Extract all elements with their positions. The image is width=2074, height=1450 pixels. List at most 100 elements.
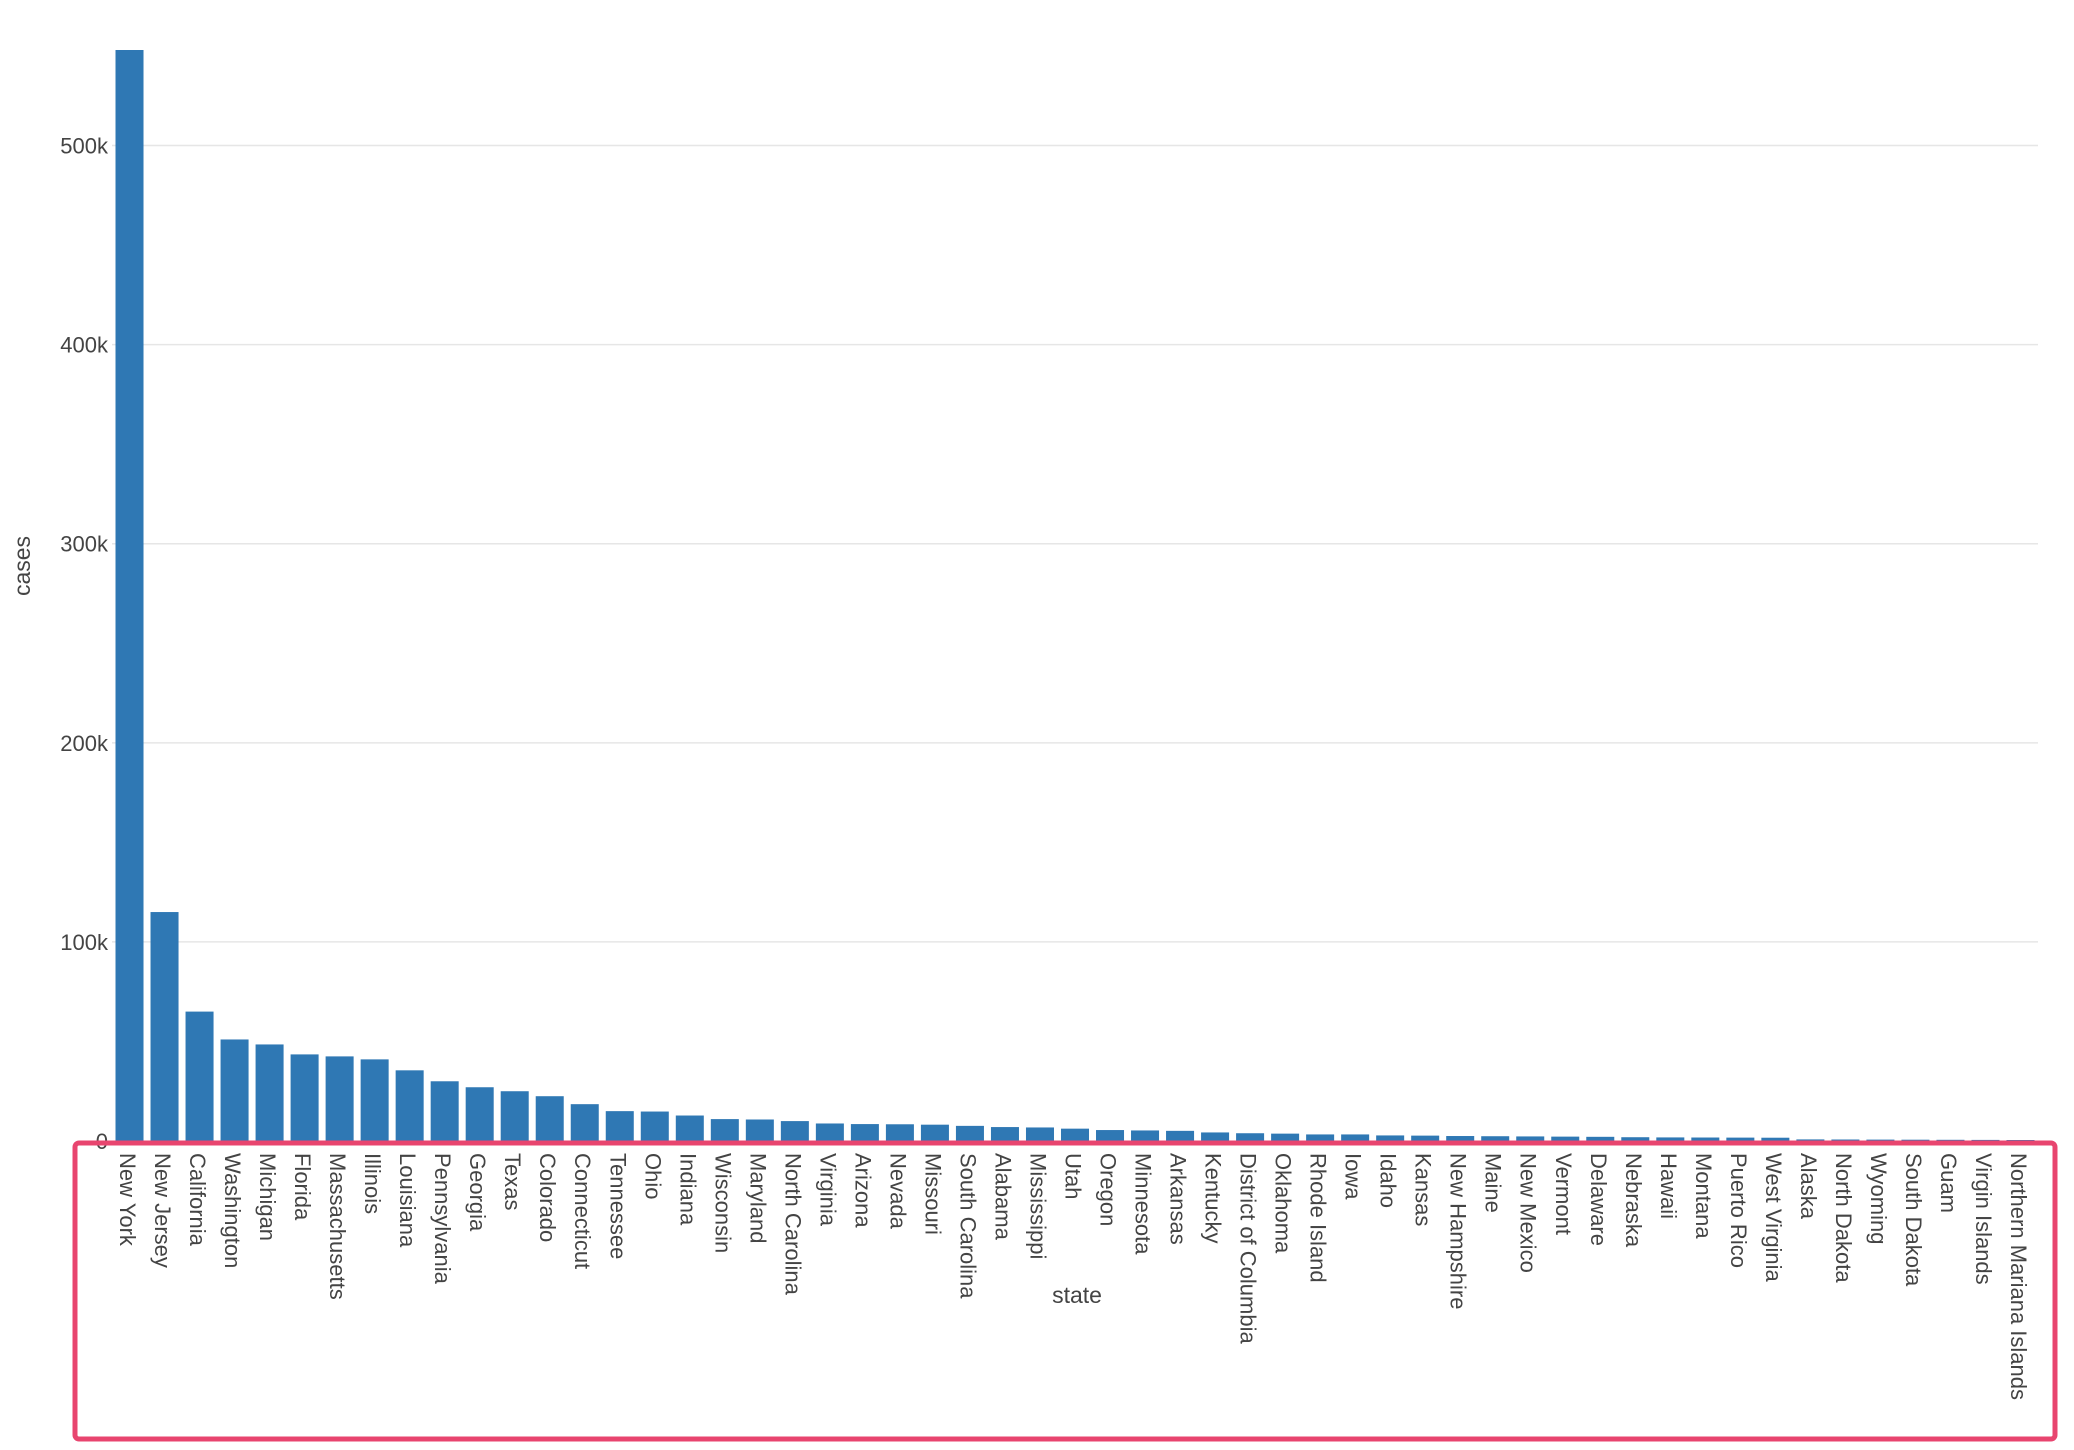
bar[interactable] — [150, 912, 179, 1141]
x-tick-label: Iowa — [1341, 1153, 1366, 1200]
x-tick-label: West Virginia — [1761, 1153, 1786, 1283]
bar[interactable] — [115, 50, 144, 1141]
x-axis-ticks: New York New Jersey California Washington Mi… — [115, 1153, 2031, 1400]
x-tick-label: Puerto Rico — [1726, 1153, 1751, 1268]
bar[interactable] — [1586, 1136, 1615, 1141]
x-tick-label: South Carolina — [955, 1153, 980, 1299]
x-tick-label: North Dakota — [1831, 1153, 1856, 1283]
x-tick-label: Delaware — [1586, 1153, 1611, 1246]
bar[interactable] — [1271, 1133, 1300, 1141]
bar[interactable] — [500, 1091, 529, 1141]
bar[interactable] — [465, 1087, 494, 1141]
x-tick-label: New Jersey — [150, 1153, 175, 1268]
bar[interactable] — [1831, 1139, 1860, 1141]
x-tick-label: Maryland — [745, 1153, 770, 1243]
x-tick-label: Mississippi — [1025, 1153, 1050, 1259]
bar[interactable] — [815, 1123, 844, 1141]
x-tick-label: Hawaii — [1656, 1153, 1681, 1219]
bar[interactable] — [780, 1121, 809, 1141]
bar[interactable] — [360, 1059, 389, 1141]
x-tick-label: New Hampshire — [1446, 1153, 1471, 1310]
bar[interactable] — [990, 1127, 1019, 1141]
bar[interactable] — [535, 1096, 564, 1141]
bar[interactable] — [1796, 1139, 1825, 1141]
bar[interactable] — [1901, 1139, 1930, 1141]
x-tick-label: Nebraska — [1621, 1153, 1646, 1248]
bar[interactable] — [1131, 1130, 1160, 1141]
x-tick-label: Montana — [1691, 1153, 1716, 1239]
bar[interactable] — [1761, 1137, 1790, 1141]
bar[interactable] — [255, 1044, 284, 1141]
bar[interactable] — [1726, 1137, 1755, 1141]
x-tick-label: Kansas — [1411, 1153, 1436, 1226]
highlight-box — [72, 1140, 2058, 1442]
x-tick-label: Arkansas — [1166, 1153, 1191, 1245]
bar[interactable] — [1446, 1136, 1475, 1141]
bar[interactable] — [1481, 1136, 1510, 1141]
bar[interactable] — [325, 1056, 354, 1141]
bar[interactable] — [1691, 1137, 1720, 1141]
x-tick-label: Alabama — [990, 1153, 1015, 1241]
bar[interactable] — [1060, 1128, 1090, 1141]
x-tick-label: Maine — [1481, 1153, 1506, 1213]
bar[interactable] — [885, 1124, 914, 1141]
bar[interactable] — [1025, 1127, 1054, 1141]
x-tick-label: Massachusetts — [325, 1153, 350, 1300]
bar[interactable] — [1656, 1137, 1685, 1141]
bar[interactable] — [1411, 1135, 1440, 1141]
y-tick-label: 400k — [60, 333, 109, 358]
x-tick-label: District of Columbia — [1236, 1153, 1261, 1344]
bar[interactable] — [1341, 1134, 1370, 1141]
bar[interactable] — [1971, 1139, 2000, 1141]
x-tick-label: California — [185, 1153, 210, 1247]
x-tick-label: Guam — [1936, 1153, 1961, 1213]
bar[interactable] — [1516, 1136, 1545, 1141]
x-tick-label: New York — [115, 1153, 140, 1247]
bar[interactable] — [605, 1111, 634, 1141]
x-tick-label: Washington — [220, 1153, 245, 1268]
bar[interactable] — [745, 1119, 774, 1141]
bar[interactable] — [1201, 1132, 1230, 1141]
bar[interactable] — [1166, 1130, 1195, 1141]
bar[interactable] — [1376, 1135, 1405, 1141]
x-tick-label: Nevada — [885, 1153, 910, 1230]
x-tick-label: Oklahoma — [1271, 1153, 1296, 1254]
bar[interactable] — [1936, 1139, 1965, 1141]
bar[interactable] — [1096, 1130, 1125, 1141]
bar[interactable] — [395, 1070, 424, 1141]
bar[interactable] — [1236, 1133, 1265, 1141]
bar[interactable] — [220, 1039, 249, 1141]
bar[interactable] — [675, 1115, 704, 1141]
bar[interactable] — [850, 1124, 879, 1141]
x-tick-label: Alaska — [1796, 1153, 1821, 1220]
x-tick-label: Georgia — [465, 1153, 490, 1232]
x-tick-label: Idaho — [1376, 1153, 1401, 1208]
x-tick-label: Tennessee — [605, 1153, 630, 1259]
x-tick-label: Louisiana — [395, 1153, 420, 1248]
x-tick-label: Rhode Island — [1306, 1153, 1331, 1283]
y-tick-label: 200k — [60, 731, 109, 756]
x-tick-label: Missouri — [920, 1153, 945, 1235]
x-tick-label: Virginia — [815, 1153, 840, 1227]
bar[interactable] — [430, 1081, 459, 1141]
bar[interactable] — [1551, 1136, 1580, 1141]
x-axis-title: state — [1052, 1282, 1102, 1308]
x-tick-label: Minnesota — [1131, 1153, 1156, 1255]
bar[interactable] — [640, 1111, 669, 1141]
gridlines — [112, 144, 2038, 943]
bar[interactable] — [570, 1104, 599, 1141]
bar[interactable] — [290, 1054, 319, 1141]
x-tick-label: Florida — [290, 1153, 315, 1221]
bar[interactable] — [710, 1119, 739, 1141]
bars — [115, 50, 2035, 1141]
bar[interactable] — [920, 1124, 949, 1141]
x-tick-label: Connecticut — [570, 1153, 595, 1269]
bar[interactable] — [955, 1125, 984, 1141]
bar[interactable] — [1306, 1134, 1335, 1141]
bar[interactable] — [1621, 1137, 1650, 1141]
y-axis-title: cases — [9, 536, 35, 596]
bar[interactable] — [1866, 1139, 1895, 1141]
bar[interactable] — [185, 1011, 214, 1141]
